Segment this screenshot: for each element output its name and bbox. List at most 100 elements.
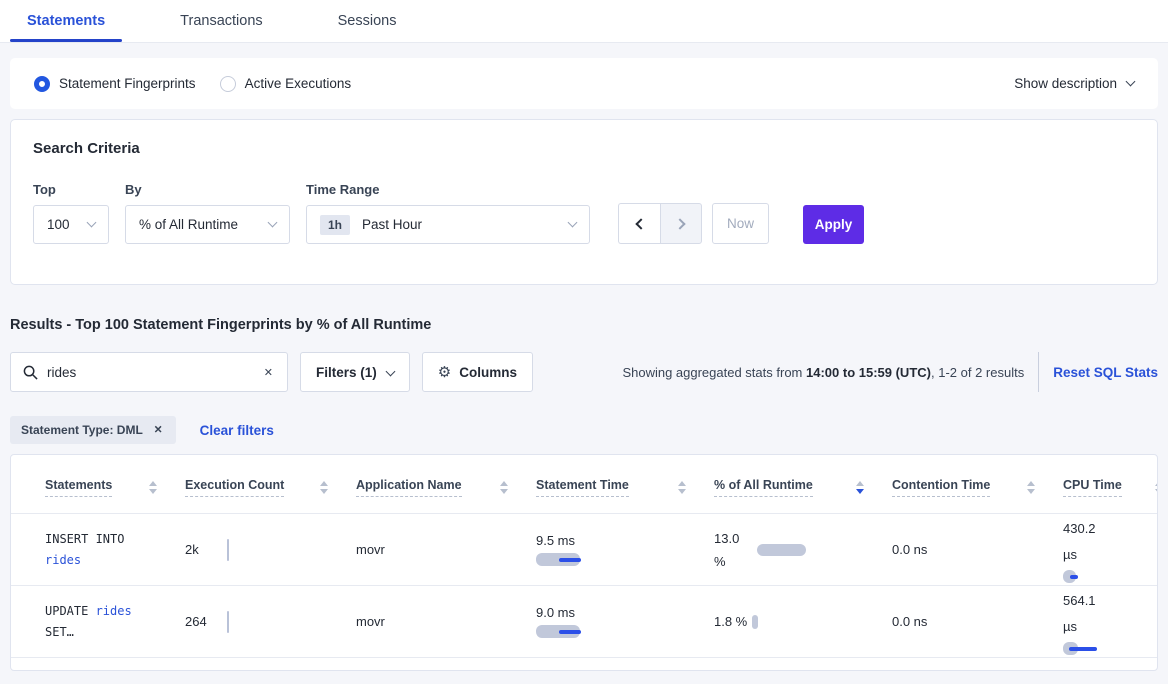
sort-icon[interactable] <box>500 480 508 494</box>
chevron-down-icon <box>86 217 97 228</box>
column-header-execution-count[interactable]: Execution Count <box>185 478 356 497</box>
column-header-cpu-time[interactable]: CPU Time <box>1063 478 1157 497</box>
time-range-select[interactable]: 1h Past Hour <box>306 205 590 244</box>
filter-pill-label: Statement Type: DML <box>21 423 143 437</box>
showing-stats-text: Showing aggregated stats from 14:00 to 1… <box>622 365 1024 380</box>
columns-button[interactable]: ⚙ Columns <box>421 352 533 392</box>
gear-icon: ⚙ <box>437 364 452 381</box>
application-name-cell: movr <box>356 542 385 557</box>
column-header-contention-time[interactable]: Contention Time <box>892 478 1063 497</box>
clear-search-icon[interactable]: ✕ <box>263 366 273 379</box>
application-name-cell: movr <box>356 614 385 629</box>
tab-statements[interactable]: Statements <box>9 0 123 42</box>
sort-icon[interactable] <box>1027 480 1035 494</box>
criteria-controls: Top 100 By % of All Runtime Time Range 1… <box>33 182 1135 244</box>
statement-search-box: ✕ <box>10 352 288 392</box>
tab-sessions[interactable]: Sessions <box>338 0 397 42</box>
radio-unselected-icon <box>219 75 236 92</box>
column-header-statements[interactable]: Statements <box>45 478 185 497</box>
statement-link[interactable]: rides <box>95 603 132 618</box>
next-time-range-button[interactable] <box>660 203 702 244</box>
statement-time-cell: 9.5 ms <box>536 533 714 566</box>
top-select[interactable]: 100 <box>33 205 109 244</box>
statement-fingerprint-cell: INSERT INTO rides <box>45 531 125 567</box>
sort-icon[interactable] <box>1155 480 1157 494</box>
time-range-value: Past Hour <box>362 217 423 232</box>
execution-count-cell: 2k <box>185 538 356 561</box>
radio-label: Active Executions <box>244 76 352 91</box>
tab-transactions[interactable]: Transactions <box>180 0 262 42</box>
chevron-down-icon <box>567 217 578 228</box>
show-description-label: Show description <box>1014 76 1117 91</box>
show-description-toggle[interactable]: Show description <box>1014 76 1136 91</box>
time-range-pager <box>618 203 702 244</box>
column-header-application-name[interactable]: Application Name <box>356 478 536 497</box>
cpu-time-bar <box>1063 570 1133 583</box>
contention-time-cell: 0.0 ns <box>892 614 928 629</box>
statement-time-bar <box>536 625 606 638</box>
columns-label: Columns <box>459 364 517 380</box>
radio-selected-icon <box>34 75 50 92</box>
showing-prefix: Showing aggregated stats from <box>622 364 806 380</box>
results-controls: ✕ Filters (1) ⚙ Columns Showing aggregat… <box>10 352 1158 392</box>
sort-desc-active-icon[interactable] <box>856 480 864 494</box>
statement-time-cell: 9.0 ms <box>536 605 714 638</box>
by-field: By % of All Runtime <box>125 182 290 244</box>
tab-label: Transactions <box>180 13 263 29</box>
sort-icon[interactable] <box>149 480 157 494</box>
cpu-time-cell: 430.2 µs <box>1063 516 1113 583</box>
chevron-down-icon <box>267 217 278 228</box>
sort-icon[interactable] <box>678 480 686 494</box>
runtime-pct-bar <box>757 543 806 556</box>
time-range-label: Time Range <box>306 182 380 197</box>
column-header-statement-time[interactable]: Statement Time <box>536 478 714 497</box>
reset-sql-stats-link[interactable]: Reset SQL Stats <box>1053 364 1158 380</box>
filters-button[interactable]: Filters (1) <box>300 352 410 392</box>
active-filters-row: Statement Type: DML ✕ Clear filters <box>10 416 1168 444</box>
contention-time-cell: 0.0 ns <box>892 542 928 557</box>
remove-filter-icon[interactable]: ✕ <box>153 424 163 436</box>
table-row: UPDATE rides SET… 264 movr 9.0 ms 1.8 % … <box>11 586 1157 658</box>
by-value: % of All Runtime <box>139 217 239 232</box>
top-label: Top <box>33 182 56 197</box>
vertical-divider <box>1038 352 1040 392</box>
statement-time-bar <box>536 553 606 566</box>
time-range-field: Time Range 1h Past Hour <box>306 182 590 244</box>
cpu-time-bar <box>1063 642 1133 655</box>
previous-time-range-button[interactable] <box>618 203 660 244</box>
by-label: By <box>125 182 142 197</box>
column-header-runtime-pct[interactable]: % of All Runtime <box>714 478 892 497</box>
tab-label: Statements <box>27 13 106 29</box>
cpu-time-cell: 564.1 µs <box>1063 588 1113 655</box>
count-bar <box>227 610 229 633</box>
chevron-down-icon <box>385 366 396 376</box>
search-criteria-title: Search Criteria <box>33 140 140 157</box>
statement-fingerprint-cell: UPDATE rides SET… <box>45 603 132 639</box>
filter-pill-statement-type[interactable]: Statement Type: DML ✕ <box>10 416 176 444</box>
search-input[interactable] <box>47 364 262 380</box>
runtime-pct-cell: 1.8 % <box>714 610 892 633</box>
clear-filters-link[interactable]: Clear filters <box>199 422 274 438</box>
by-select[interactable]: % of All Runtime <box>125 205 290 244</box>
table-row: INSERT INTO rides 2k movr 9.5 ms 13.0 % … <box>11 514 1157 586</box>
chevron-right-icon <box>673 217 686 230</box>
execution-count-cell: 264 <box>185 610 356 633</box>
sort-icon[interactable] <box>320 480 328 494</box>
search-icon <box>23 365 38 380</box>
count-bar <box>227 538 229 561</box>
runtime-pct-bar <box>752 614 759 629</box>
search-criteria-card: Search Criteria Top 100 By % of All Runt… <box>10 119 1158 285</box>
radio-label: Statement Fingerprints <box>59 76 196 91</box>
showing-range: 14:00 to 15:59 (UTC) <box>806 364 931 380</box>
results-heading: Results - Top 100 Statement Fingerprints… <box>10 317 432 333</box>
top-value: 100 <box>47 217 70 232</box>
time-range-badge: 1h <box>320 214 351 235</box>
showing-suffix: , 1-2 of 2 results <box>930 364 1025 380</box>
radio-active-executions[interactable]: Active Executions <box>219 75 352 92</box>
apply-button[interactable]: Apply <box>803 205 864 244</box>
radio-statement-fingerprints[interactable]: Statement Fingerprints <box>34 75 196 92</box>
statement-link[interactable]: rides <box>45 552 82 567</box>
now-button[interactable]: Now <box>712 203 769 244</box>
filters-label: Filters (1) <box>316 364 377 380</box>
